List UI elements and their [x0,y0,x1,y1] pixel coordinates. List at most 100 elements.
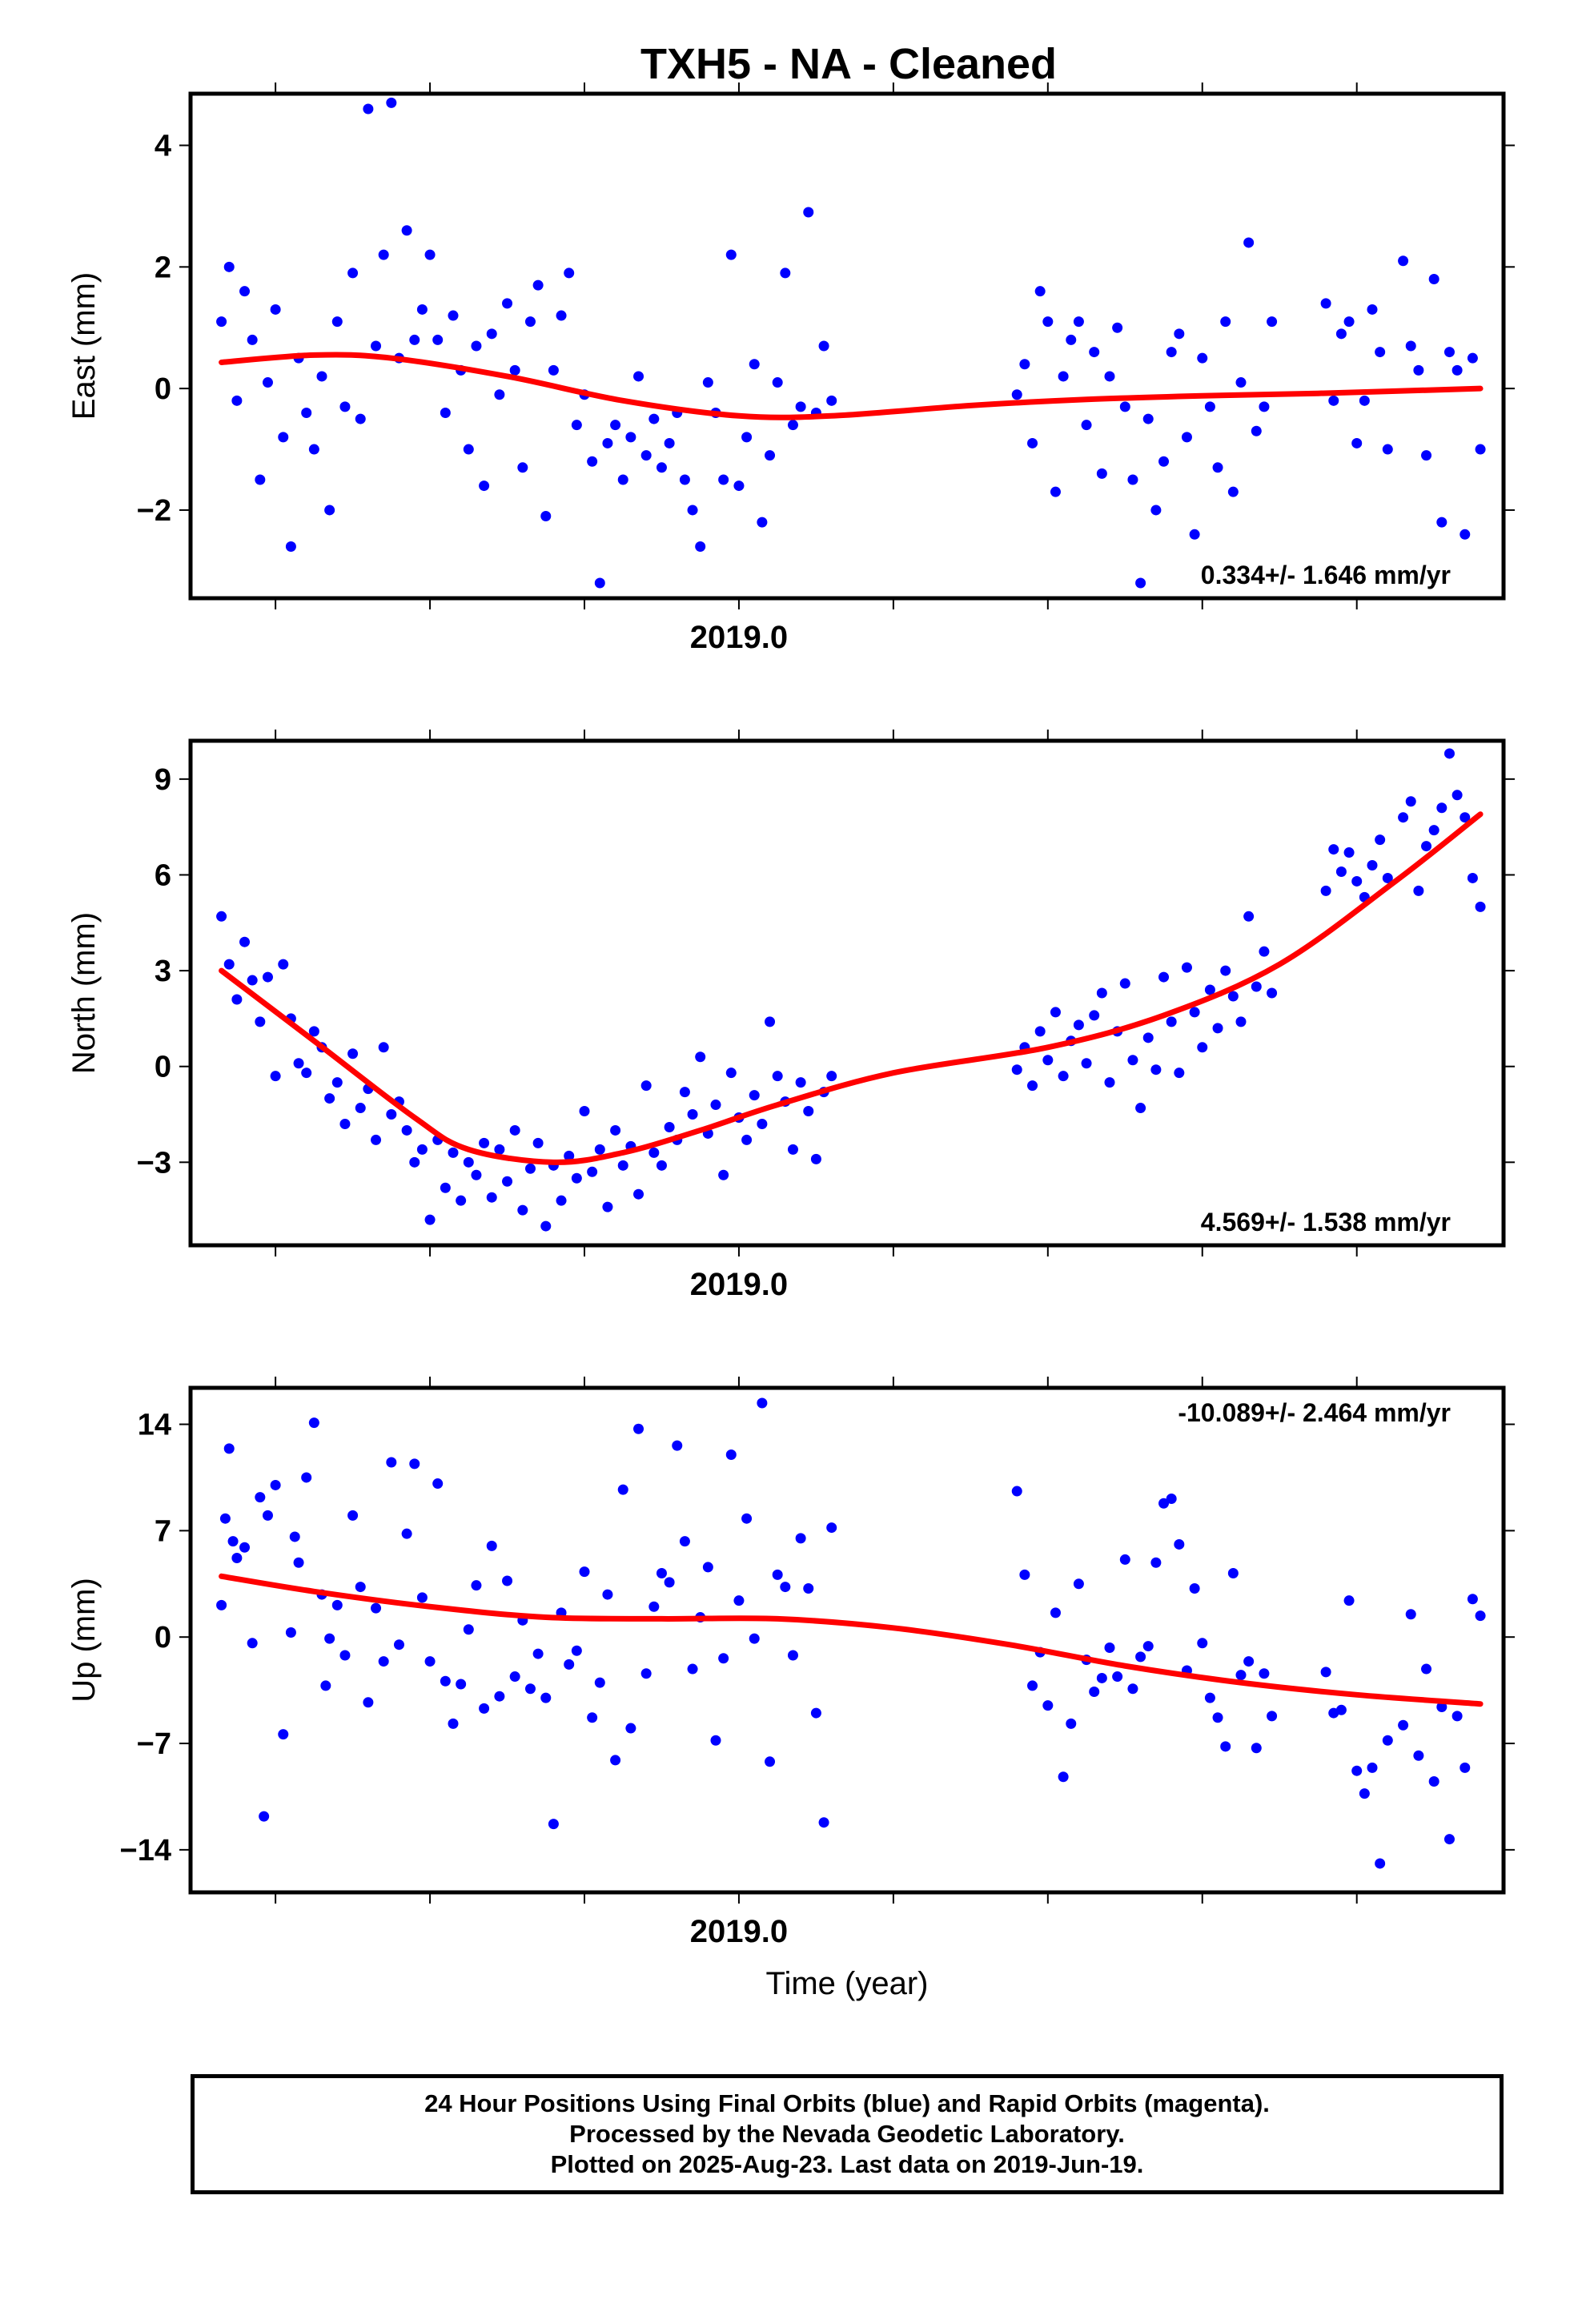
north-data-point [1267,987,1278,999]
east-data-point [818,340,829,352]
north-ytick-label-2: 3 [155,955,171,988]
up-data-point [1050,1607,1061,1618]
east-data-point [1073,316,1084,328]
east-data-point [1251,425,1262,436]
north-points [216,748,1486,1232]
up-data-point [780,1582,791,1593]
east-data-point [718,474,729,485]
east-data-point [749,359,760,370]
up-data-point [324,1633,335,1644]
east-data-point [1174,328,1185,340]
up-data-point [702,1562,713,1573]
up-data-point [1119,1554,1130,1565]
north-data-point [293,1058,304,1069]
north-data-point [757,1118,768,1129]
east-data-point [401,225,412,236]
east-plot-frame [188,91,1506,601]
up-data-point [378,1656,389,1667]
east-data-point [687,505,698,516]
up-data-point [710,1735,721,1746]
north-data-point [1475,901,1486,912]
up-data-point [524,1683,536,1695]
up-data-point [1073,1578,1084,1590]
east-data-point [787,420,798,431]
up-data-point [1096,1672,1107,1683]
up-data-point [718,1653,729,1664]
east-rate-label: 0.334+/- 1.646 mm/yr [1201,561,1451,589]
north-data-point [386,1109,397,1120]
east-data-point [363,103,374,115]
east-data-point [1150,505,1162,516]
east-data-point [255,474,266,485]
east-data-point [679,474,690,485]
east-data-point [1027,437,1038,448]
east-data-point [1019,359,1030,370]
east-data-point [725,249,737,260]
up-data-point [1011,1486,1022,1497]
east-data-point [733,480,745,492]
north-data-point [587,1166,598,1177]
up-data-point [231,1553,243,1564]
east-data-point [1127,474,1138,485]
east-trend-line [219,352,1484,420]
east-data-point [440,407,451,418]
north-data-point [301,1068,312,1079]
north-data-point [564,1150,575,1161]
east-data-point [371,340,382,352]
up-data-point [1343,1595,1355,1606]
east-data-point [270,304,281,315]
north-data-point [741,1134,753,1145]
up-data-point [772,1569,783,1580]
north-data-point [1119,978,1130,989]
north-data-point [223,959,235,970]
east-ytick-label-0: −2 [137,494,171,528]
east-data-point [1467,352,1478,364]
up-data-point [448,1718,459,1729]
east-data-point [795,401,806,412]
footer-line-1: 24 Hour Positions Using Final Orbits (bl… [424,2089,1270,2117]
up-data-point [1367,1762,1378,1773]
east-data-point [556,310,567,321]
east-data-point [1096,468,1107,479]
up-data-point [308,1417,319,1429]
up-data-point [1443,1834,1455,1845]
north-data-point [772,1071,783,1082]
up-data-point [1251,1743,1262,1754]
up-data-point [1027,1680,1038,1691]
up-data-point [1405,1609,1416,1620]
north-data-point [1158,971,1170,983]
east-points [216,97,1486,589]
north-data-point [1027,1080,1038,1092]
north-data-point [1127,1055,1138,1066]
up-data-point [1142,1641,1154,1652]
north-data-point [532,1137,544,1148]
up-data-point [1089,1687,1100,1698]
east-data-point [1375,347,1386,358]
east-data-point [1011,389,1022,400]
up-y-axis-label: Up (mm) [66,1578,102,1703]
up-ytick-label-2: 0 [155,1621,171,1655]
east-data-point [1189,529,1200,540]
north-data-point [416,1144,428,1155]
north-data-point [1011,1064,1022,1076]
up-data-point [1019,1569,1030,1580]
east-data-point [424,249,436,260]
up-data-point [278,1729,289,1740]
up-data-point [331,1599,343,1610]
north-data-point [517,1204,528,1216]
up-data-point [320,1680,331,1691]
north-data-point [1428,825,1439,836]
up-data-point [617,1484,628,1495]
north-data-point [1150,1064,1162,1076]
north-data-point [502,1176,513,1187]
north-data-point [339,1118,351,1129]
up-data-point [1320,1667,1331,1678]
up-ytick-label-0: −14 [120,1834,171,1868]
up-data-point [1359,1788,1370,1799]
north-data-point [1081,1058,1092,1069]
east-data-point [1212,462,1223,473]
east-data-point [416,304,428,315]
up-data-point [602,1589,613,1600]
up-data-point [1452,1711,1463,1722]
